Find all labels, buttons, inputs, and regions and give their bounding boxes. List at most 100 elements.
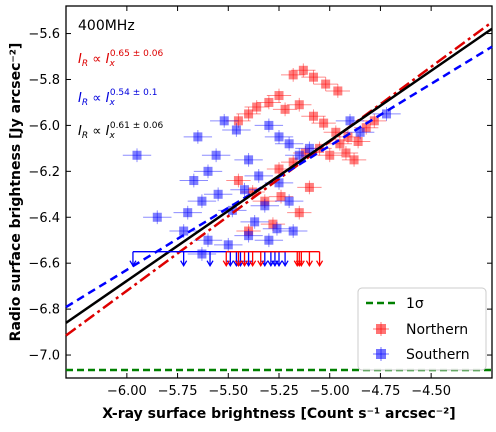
marker xyxy=(353,136,363,146)
x-tick-label: −4.50 xyxy=(411,384,451,399)
marker xyxy=(264,97,274,107)
data-point xyxy=(187,194,217,209)
y-tick-label: −6.0 xyxy=(28,119,60,134)
marker xyxy=(244,109,254,119)
data-point xyxy=(268,189,294,204)
data-point xyxy=(256,95,282,110)
northern-fit-label: IR ∝ Ix0.65 ± 0.06 xyxy=(78,49,163,69)
marker xyxy=(369,116,379,126)
marker xyxy=(272,224,282,234)
marker xyxy=(321,79,331,89)
marker xyxy=(298,65,308,75)
marker xyxy=(227,205,237,215)
marker xyxy=(211,150,221,160)
combined-fit-label: IR ∝ Ix0.61 ± 0.06 xyxy=(78,121,163,141)
marker xyxy=(325,150,335,160)
data-point xyxy=(143,210,172,225)
fit-line-combined xyxy=(65,27,493,324)
y-axis-label: Radio surface brightness [Jy arcsec⁻²] xyxy=(8,43,24,342)
data-point xyxy=(230,182,259,197)
data-point xyxy=(244,169,273,183)
marker xyxy=(183,208,193,218)
marker xyxy=(274,91,284,101)
marker xyxy=(288,226,298,236)
legend-northern-marker xyxy=(373,322,389,336)
fit-line-northern xyxy=(65,21,493,337)
data-point xyxy=(193,233,223,248)
marker xyxy=(244,155,254,165)
data-point xyxy=(122,148,152,163)
x-axis-label: X-ray surface brightness [Count s⁻¹ arcs… xyxy=(102,406,455,422)
marker xyxy=(264,235,274,245)
data-point xyxy=(254,233,284,248)
legend-southern-marker xyxy=(373,347,389,361)
marker xyxy=(331,127,341,137)
data-point xyxy=(240,214,269,229)
data-point xyxy=(287,97,312,112)
upper-limit-arrow xyxy=(249,260,257,267)
data-point xyxy=(264,130,294,144)
marker xyxy=(304,182,314,192)
y-tick-label: −5.6 xyxy=(28,27,60,42)
data-point xyxy=(226,113,251,128)
upper-limit-arrow xyxy=(257,260,265,267)
frequency-label: 400MHz xyxy=(78,18,135,34)
marker xyxy=(233,176,243,186)
data-point xyxy=(179,173,208,188)
x-tick-label: −5.75 xyxy=(158,384,198,399)
marker xyxy=(345,116,355,126)
marker xyxy=(308,72,318,82)
upper-limit-arrow xyxy=(206,260,214,267)
data-point xyxy=(311,116,336,130)
marker xyxy=(355,127,365,137)
upper-limit-arrow xyxy=(281,260,289,267)
data-point xyxy=(262,221,292,236)
marker xyxy=(197,249,207,259)
marker xyxy=(264,120,274,130)
marker xyxy=(341,148,351,158)
upper-limits xyxy=(129,251,324,267)
marker xyxy=(343,132,353,142)
marker xyxy=(294,208,304,218)
legend-northern-label: Northern xyxy=(406,322,468,338)
marker xyxy=(132,150,142,160)
data-point xyxy=(279,224,308,238)
data-point xyxy=(325,84,350,98)
marker xyxy=(274,164,284,174)
marker xyxy=(284,139,294,149)
marker xyxy=(193,132,203,142)
data-point xyxy=(341,152,367,167)
data-point xyxy=(274,136,304,151)
marker xyxy=(294,100,304,110)
upper-limit-arrow xyxy=(316,260,324,267)
data-point xyxy=(203,187,233,202)
marker xyxy=(248,187,258,197)
data-point xyxy=(287,205,312,220)
marker xyxy=(288,157,298,167)
data-point xyxy=(281,68,306,82)
marker xyxy=(260,196,270,206)
data-point xyxy=(372,107,401,121)
data-point xyxy=(345,134,371,149)
y-tick-label: −5.8 xyxy=(28,73,60,88)
y-tick-label: −7.0 xyxy=(28,349,60,364)
upper-limit-arrow xyxy=(234,260,242,267)
y-tick-label: −6.8 xyxy=(28,303,60,318)
data-point xyxy=(201,148,231,163)
x-tick-label: −4.75 xyxy=(361,384,401,399)
y-tick-label: −6.4 xyxy=(28,211,60,226)
data-point xyxy=(327,136,353,151)
marker xyxy=(284,196,294,206)
series-southern xyxy=(122,107,401,261)
marker xyxy=(203,166,213,176)
upper-limit-arrow xyxy=(240,260,249,267)
marker xyxy=(335,139,345,149)
marker xyxy=(276,192,286,202)
marker xyxy=(219,116,229,126)
y-tick-label: −6.6 xyxy=(28,257,60,272)
data-point xyxy=(291,63,316,78)
marker xyxy=(288,70,298,80)
marker xyxy=(179,226,189,236)
data-point xyxy=(214,237,243,252)
